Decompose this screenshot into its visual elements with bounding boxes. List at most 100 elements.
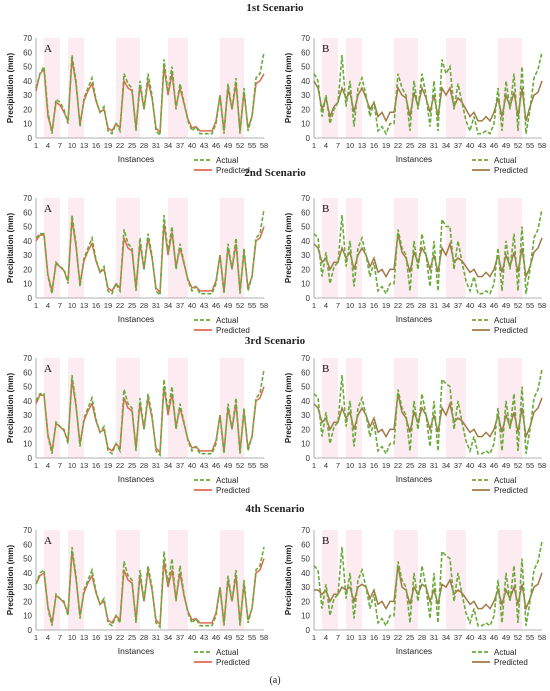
x-tick-label: 37 [454,461,462,470]
y-tick-label: 60 [301,368,310,377]
y-tick-label: 60 [301,208,310,217]
x-tick-label: 16 [370,461,378,470]
y-tick-label: 30 [23,251,32,260]
x-tick-label: 49 [502,141,510,150]
x-tick-label: 58 [538,633,546,642]
x-tick-label: 34 [164,301,172,310]
y-tick-label: 70 [301,194,310,203]
background-band [168,38,188,138]
x-tick-label: 19 [382,301,390,310]
x-tick-label: 25 [128,141,136,150]
x-tick-label: 46 [490,141,498,150]
background-band [446,530,466,630]
background-band [168,358,188,458]
y-tick-label: 10 [23,440,32,449]
y-tick-label: 70 [23,34,32,43]
x-tick-label: 22 [116,301,124,310]
x-tick-label: 10 [68,301,76,310]
chart-svg: 0 10 20 30 40 50 60 70 1 4 7 10 13 16 19 22 25 28 31 34 37 40… [6,526,268,667]
x-tick-label: 49 [224,301,232,310]
x-tick-label: 37 [176,141,184,150]
x-tick-label: 19 [104,461,112,470]
x-tick-label: 4 [324,301,328,310]
scenario-2-title: 2nd Scenario [244,167,306,179]
background-band [168,198,188,298]
scenario-4-title: 4th Scenario [245,503,305,515]
actual-series-line [313,52,543,136]
x-tick-label: 22 [394,301,402,310]
x-tick-label: 7 [336,461,340,470]
x-tick-label: 13 [358,141,366,150]
actual-series-line [35,209,265,298]
x-tick-label: 28 [140,141,148,150]
y-tick-label: 70 [23,354,32,363]
x-tick-label: 1 [34,141,38,150]
y-tick-label: 0 [306,294,311,303]
y-tick-label: 60 [23,48,32,57]
x-tick-label: 58 [538,301,546,310]
y-tick-label: 10 [301,120,310,129]
x-tick-label: 13 [80,301,88,310]
x-tick-label: 52 [514,633,522,642]
x-tick-label: 52 [236,301,244,310]
y-tick-label: 40 [301,77,310,86]
background-band [322,198,338,298]
chart-s3-b: 0 10 20 30 40 50 60 70 1 4 7 10 13 16 19 22 25 28 31 34 37 40… [282,352,550,500]
x-tick-label: 7 [58,141,62,150]
x-tick-label: 49 [224,633,232,642]
x-tick-label: 43 [478,461,486,470]
y-tick-label: 10 [301,280,310,289]
y-tick-label: 30 [301,251,310,260]
x-tick-label: 25 [406,141,414,150]
x-tick-label: 34 [442,141,450,150]
x-tick-label: 19 [382,633,390,642]
y-tick-label: 70 [301,526,310,535]
x-tick-label: 52 [514,301,522,310]
x-tick-label: 55 [248,633,256,642]
x-tick-label: 49 [224,461,232,470]
x-tick-label: 46 [212,461,220,470]
y-tick-label: 40 [23,569,32,578]
x-tick-label: 46 [490,633,498,642]
x-tick-label: 28 [140,301,148,310]
x-tick-label: 34 [164,461,172,470]
actual-series-line [35,52,265,137]
x-tick-label: 55 [526,461,534,470]
background-band [394,198,418,298]
y-tick-label: 50 [23,555,32,564]
actual-series-line [313,541,543,628]
x-tick-label: 40 [188,461,196,470]
x-tick-label: 58 [538,141,546,150]
x-tick-label: 1 [312,633,316,642]
x-tick-label: 31 [152,141,160,150]
panel-label: B [322,43,329,55]
x-tick-label: 31 [152,301,160,310]
x-tick-label: 28 [418,633,426,642]
x-tick-label: 4 [46,461,50,470]
x-tick-label: 16 [370,301,378,310]
y-tick-label: 50 [301,63,310,72]
x-tick-label: 13 [80,633,88,642]
y-tick-label: 20 [301,265,310,274]
background-band [446,358,466,458]
x-tick-label: 37 [454,141,462,150]
legend-label-actual: Actual [216,476,238,485]
x-tick-label: 46 [212,633,220,642]
x-tick-label: 52 [236,633,244,642]
panel-label: B [322,363,329,375]
x-tick-label: 22 [116,141,124,150]
x-tick-label: 43 [200,633,208,642]
chart-s2-b: 0 10 20 30 40 50 60 70 1 4 7 10 13 16 19 22 25 28 31 34 37 40… [282,192,550,340]
y-tick-label: 70 [301,34,310,43]
x-tick-label: 19 [104,633,112,642]
x-tick-label: 1 [312,141,316,150]
x-tick-label: 13 [80,141,88,150]
x-tick-label: 49 [502,633,510,642]
background-band [220,198,244,298]
background-bands [322,38,522,138]
x-tick-label: 10 [68,461,76,470]
legend-label-predicted: Predicted [216,326,250,335]
x-tick-label: 52 [236,141,244,150]
y-tick-label: 40 [301,569,310,578]
chart-svg: 0 10 20 30 40 50 60 70 1 4 7 10 13 16 19 22 25 28 31 34 37 40… [284,34,546,175]
